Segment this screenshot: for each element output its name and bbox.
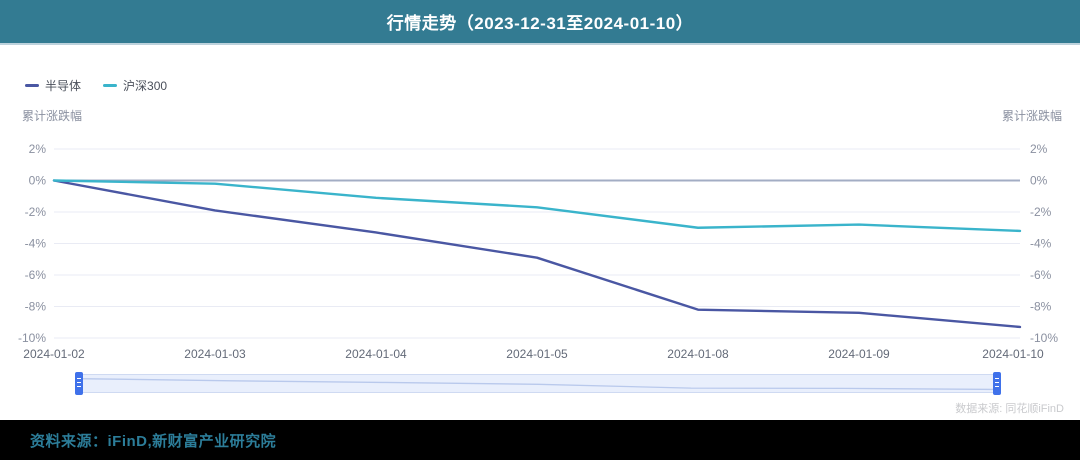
chart-card: 2% 2% 0% 0% -2% -2% -4% -4% -6% -6% -8% -8% -10% -10%…: [0, 45, 1080, 420]
legend-label: 半导体: [45, 79, 82, 93]
x-tick-label: 2024-01-04: [345, 347, 407, 361]
csi300-line-marker-icon: [103, 84, 118, 87]
datazoom-right-handle-icon[interactable]: [993, 372, 1001, 395]
legend-item-semiconductor[interactable]: 半导体: [25, 77, 81, 94]
x-tick-label: 2024-01-03: [184, 347, 246, 361]
header-bar: 行情走势（2023-12-31至2024-01-10）: [0, 0, 1080, 43]
y-tick-label-left: -10%: [18, 331, 46, 345]
datazoom-shadow-line: [79, 377, 997, 391]
y-tick-label-left: 0%: [29, 174, 47, 188]
x-tick-label: 2024-01-02: [23, 347, 85, 361]
y-axis-unit-left: 累计涨跌幅: [22, 109, 83, 123]
legend-label: 沪深300: [123, 79, 168, 93]
y-tick-label-left: 2%: [29, 142, 47, 156]
y-tick-label-left: -4%: [25, 237, 47, 251]
watermark: 数据来源: 同花顺iFinD: [955, 403, 1064, 415]
datazoom-data-shadow: [79, 377, 997, 391]
y-tick-label-right: 2%: [1030, 142, 1048, 156]
y-tick-label-left: -6%: [25, 268, 47, 282]
x-tick-label: 2024-01-09: [828, 347, 890, 361]
x-tick-label: 2024-01-05: [506, 347, 568, 361]
y-tick-label-left: -2%: [25, 205, 47, 219]
y-tick-label-right: 0%: [1030, 174, 1048, 188]
series-line-半导体: [52, 179, 1022, 329]
y-tick-label-right: -10%: [1030, 331, 1058, 345]
page-title: 行情走势（2023-12-31至2024-01-10）: [386, 14, 694, 33]
y-tick-label-right: -2%: [1030, 205, 1052, 219]
y-tick-label-right: -8%: [1030, 300, 1052, 314]
source-note: 资料来源：iFinD,新财富产业研究院: [30, 432, 277, 450]
legend-item-csi300[interactable]: 沪深300: [103, 77, 167, 94]
datazoom-slider[interactable]: [75, 372, 1001, 395]
line-chart-plot: 2% 2% 0% 0% -2% -2% -4% -4% -6% -6% -8% -8% -10% -10%…: [18, 142, 1058, 361]
x-tick-label: 2024-01-08: [667, 347, 729, 361]
y-tick-label-right: -4%: [1030, 237, 1052, 251]
series-line-沪深300: [52, 179, 1022, 233]
y-tick-label-left: -8%: [25, 300, 47, 314]
semiconductor-line-marker-icon: [25, 84, 39, 87]
chart-legend: 半导体 沪深300: [25, 77, 167, 94]
x-tick-label: 2024-01-10: [982, 347, 1044, 361]
y-axis-unit-right: 累计涨跌幅: [1001, 109, 1062, 123]
header-divider: [0, 43, 1080, 45]
datazoom-left-handle-icon[interactable]: [75, 372, 83, 395]
footer-bar: 资料来源：iFinD,新财富产业研究院: [0, 420, 1080, 460]
y-tick-label-right: -6%: [1030, 268, 1052, 282]
